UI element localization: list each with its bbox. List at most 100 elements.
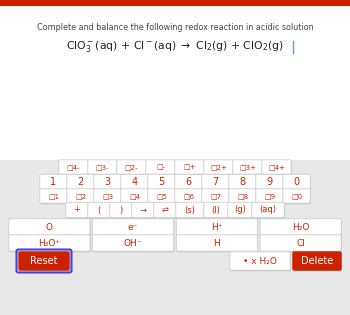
FancyBboxPatch shape <box>94 189 121 203</box>
FancyBboxPatch shape <box>202 189 229 203</box>
FancyBboxPatch shape <box>204 202 228 218</box>
FancyBboxPatch shape <box>177 220 258 236</box>
Text: 9: 9 <box>266 177 273 187</box>
FancyBboxPatch shape <box>256 190 284 204</box>
FancyBboxPatch shape <box>110 203 133 219</box>
FancyBboxPatch shape <box>229 174 256 190</box>
FancyBboxPatch shape <box>229 190 257 204</box>
FancyBboxPatch shape <box>177 236 258 252</box>
Text: • x H₂O: • x H₂O <box>243 256 277 266</box>
FancyBboxPatch shape <box>262 161 292 175</box>
FancyBboxPatch shape <box>228 202 252 218</box>
FancyBboxPatch shape <box>230 253 291 271</box>
FancyBboxPatch shape <box>67 189 94 203</box>
FancyBboxPatch shape <box>175 160 204 174</box>
FancyBboxPatch shape <box>283 174 310 190</box>
FancyBboxPatch shape <box>40 189 67 203</box>
FancyBboxPatch shape <box>88 161 118 175</box>
FancyBboxPatch shape <box>148 189 175 203</box>
Text: □2: □2 <box>75 193 86 199</box>
FancyBboxPatch shape <box>110 202 132 218</box>
FancyBboxPatch shape <box>9 219 90 235</box>
FancyBboxPatch shape <box>67 190 95 204</box>
FancyBboxPatch shape <box>175 161 205 175</box>
Text: □3: □3 <box>102 193 113 199</box>
FancyBboxPatch shape <box>66 203 89 219</box>
FancyBboxPatch shape <box>132 202 154 218</box>
Text: ): ) <box>119 205 122 215</box>
Text: →: → <box>140 205 147 215</box>
FancyBboxPatch shape <box>88 203 111 219</box>
FancyBboxPatch shape <box>202 174 229 190</box>
FancyBboxPatch shape <box>117 161 147 175</box>
Text: H₃O⁺: H₃O⁺ <box>38 238 61 248</box>
FancyBboxPatch shape <box>204 160 233 174</box>
FancyBboxPatch shape <box>121 174 148 190</box>
FancyBboxPatch shape <box>121 175 149 191</box>
Text: 8: 8 <box>239 177 246 187</box>
FancyBboxPatch shape <box>148 175 176 191</box>
Text: □1: □1 <box>48 193 59 199</box>
Text: Delete: Delete <box>301 256 333 266</box>
FancyBboxPatch shape <box>146 160 175 174</box>
FancyBboxPatch shape <box>0 0 350 160</box>
FancyBboxPatch shape <box>132 203 155 219</box>
FancyBboxPatch shape <box>154 203 177 219</box>
Text: (g): (g) <box>234 205 246 215</box>
FancyBboxPatch shape <box>146 161 176 175</box>
Text: □9: □9 <box>264 193 275 199</box>
Text: □2+: □2+ <box>210 164 227 170</box>
Text: 6: 6 <box>186 177 191 187</box>
FancyBboxPatch shape <box>252 203 285 219</box>
Text: □2-: □2- <box>125 164 138 170</box>
Text: 4: 4 <box>132 177 138 187</box>
FancyBboxPatch shape <box>117 160 146 174</box>
Text: □7: □7 <box>210 193 221 199</box>
FancyBboxPatch shape <box>154 202 176 218</box>
FancyBboxPatch shape <box>175 189 202 203</box>
FancyBboxPatch shape <box>92 219 174 235</box>
Text: (aq): (aq) <box>259 205 277 215</box>
FancyBboxPatch shape <box>9 220 90 236</box>
Text: □4+: □4+ <box>268 164 285 170</box>
Text: (l): (l) <box>211 205 220 215</box>
FancyBboxPatch shape <box>202 175 230 191</box>
FancyBboxPatch shape <box>19 253 70 271</box>
FancyBboxPatch shape <box>67 174 94 190</box>
FancyBboxPatch shape <box>293 252 341 270</box>
Text: Reset: Reset <box>30 256 58 266</box>
FancyBboxPatch shape <box>228 203 253 219</box>
FancyBboxPatch shape <box>252 202 284 218</box>
FancyBboxPatch shape <box>176 235 258 251</box>
FancyBboxPatch shape <box>9 235 90 251</box>
FancyBboxPatch shape <box>176 202 204 218</box>
FancyBboxPatch shape <box>204 161 234 175</box>
Text: O: O <box>46 222 53 232</box>
FancyBboxPatch shape <box>88 160 117 174</box>
Text: □8: □8 <box>237 193 248 199</box>
FancyBboxPatch shape <box>148 174 175 190</box>
Text: □0: □0 <box>291 193 302 199</box>
FancyBboxPatch shape <box>256 175 284 191</box>
Text: e⁻: e⁻ <box>128 222 138 232</box>
FancyBboxPatch shape <box>88 202 110 218</box>
FancyBboxPatch shape <box>121 190 149 204</box>
FancyBboxPatch shape <box>283 175 311 191</box>
FancyBboxPatch shape <box>19 252 69 270</box>
Text: 7: 7 <box>212 177 219 187</box>
FancyBboxPatch shape <box>233 160 262 174</box>
Text: 0: 0 <box>293 177 300 187</box>
FancyBboxPatch shape <box>0 160 350 315</box>
FancyBboxPatch shape <box>256 189 283 203</box>
FancyBboxPatch shape <box>175 175 203 191</box>
FancyBboxPatch shape <box>0 0 350 6</box>
FancyBboxPatch shape <box>176 219 258 235</box>
FancyBboxPatch shape <box>40 190 68 204</box>
FancyBboxPatch shape <box>283 189 310 203</box>
Text: OH⁻: OH⁻ <box>124 238 142 248</box>
FancyBboxPatch shape <box>230 252 290 270</box>
Text: □-: □- <box>156 164 165 170</box>
FancyBboxPatch shape <box>175 174 202 190</box>
Text: □3-: □3- <box>96 164 109 170</box>
Text: H₂O: H₂O <box>292 222 309 232</box>
